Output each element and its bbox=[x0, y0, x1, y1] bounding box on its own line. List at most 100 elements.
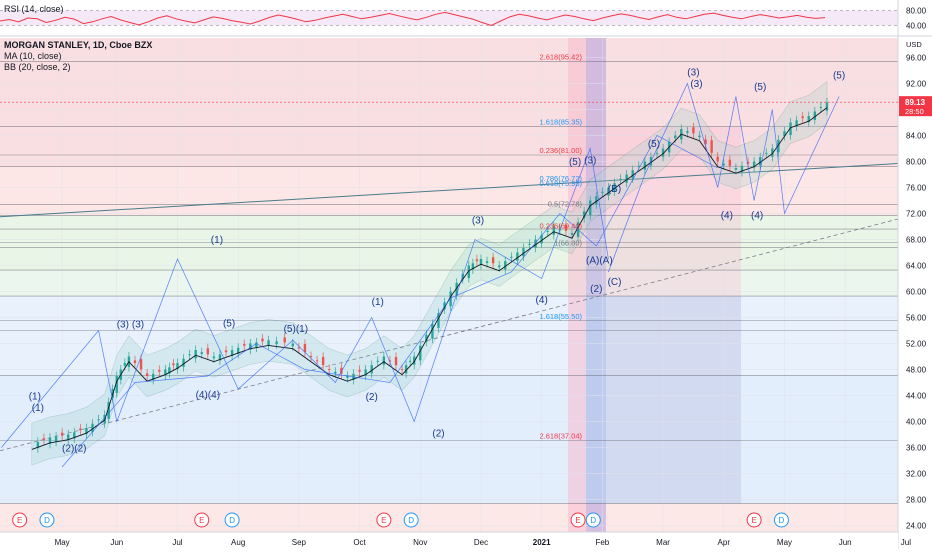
candle-body bbox=[321, 356, 325, 366]
rsi-axis-label: 40.00 bbox=[906, 22, 927, 31]
candle-body bbox=[734, 168, 738, 170]
price-axis-label: 56.00 bbox=[906, 314, 927, 323]
candle-body bbox=[408, 360, 412, 362]
price-axis-label: 68.00 bbox=[906, 236, 927, 245]
wave-label: (5) bbox=[569, 157, 581, 168]
event-marker-label: D bbox=[590, 516, 596, 525]
candle-body bbox=[595, 196, 598, 205]
time-axis-label: May bbox=[777, 538, 792, 547]
candle-body bbox=[655, 152, 659, 154]
rsi-legend-label: RSI (14, close) bbox=[4, 4, 64, 14]
candle-body bbox=[413, 356, 416, 365]
wave-label: (C) bbox=[608, 277, 622, 288]
candle-body bbox=[783, 131, 786, 136]
candle-body bbox=[194, 350, 197, 359]
time-axis-label: Mar bbox=[656, 538, 670, 547]
moving-average-line bbox=[31, 107, 828, 450]
fib-zone bbox=[586, 296, 741, 504]
time-axis-label: May bbox=[55, 538, 70, 547]
candle-body bbox=[261, 338, 264, 342]
price-axis-label: 24.00 bbox=[906, 522, 927, 531]
candle-body bbox=[267, 340, 270, 346]
candle-body bbox=[504, 261, 507, 270]
candle-body bbox=[425, 334, 428, 342]
time-axis-label: Apr bbox=[718, 538, 731, 547]
candle-body bbox=[249, 343, 252, 350]
candle-body bbox=[164, 369, 167, 376]
candle-body bbox=[42, 438, 46, 440]
candle-body bbox=[467, 265, 471, 279]
price-axis-label: 48.00 bbox=[906, 366, 927, 375]
candle-body bbox=[686, 131, 689, 133]
wave-label: (2) bbox=[590, 284, 602, 295]
candle-body bbox=[534, 239, 537, 248]
candle-body bbox=[698, 135, 701, 138]
wave-label: (2) bbox=[366, 392, 378, 403]
event-marker bbox=[746, 512, 762, 528]
time-axis-label: Aug bbox=[231, 538, 245, 547]
candle-body bbox=[79, 428, 82, 431]
zone-band bbox=[0, 166, 898, 216]
time-axis-label: Feb bbox=[595, 538, 609, 547]
candle-body bbox=[807, 116, 810, 123]
candle-body bbox=[297, 347, 301, 349]
candle-body bbox=[133, 360, 137, 363]
candle-body bbox=[619, 178, 622, 180]
trend-line bbox=[0, 161, 932, 218]
candle-body bbox=[722, 163, 725, 166]
candle-body bbox=[206, 348, 210, 355]
candle-body bbox=[692, 127, 695, 134]
candle-body bbox=[607, 187, 610, 196]
candle-body bbox=[364, 369, 367, 376]
price-axis-label: 84.00 bbox=[906, 132, 927, 141]
price-axis-label: 92.00 bbox=[906, 80, 927, 89]
candle-body bbox=[158, 369, 161, 372]
fib-label: 1.618(85.35) bbox=[539, 118, 582, 127]
wave-zigzag bbox=[292, 147, 609, 423]
candle-body bbox=[564, 224, 568, 231]
candle-body bbox=[182, 358, 185, 367]
candle-body bbox=[151, 373, 155, 380]
price-axis-bg bbox=[898, 38, 932, 532]
candle-body bbox=[200, 352, 203, 354]
fib-label: 2.618(37.04) bbox=[539, 432, 582, 441]
wave-label: (2)(2) bbox=[62, 443, 86, 454]
event-marker bbox=[39, 512, 55, 528]
event-marker-label: E bbox=[17, 516, 22, 525]
event-marker-label: E bbox=[575, 516, 580, 525]
candle-body bbox=[613, 183, 616, 192]
event-marker bbox=[403, 512, 419, 528]
candle-body bbox=[795, 120, 798, 127]
candle-body bbox=[497, 265, 501, 268]
candle-body bbox=[540, 235, 543, 244]
candle-body bbox=[449, 291, 452, 307]
main-legend: MORGAN STANLEY, 1D, Cboe BZX MA (10, clo… bbox=[4, 40, 152, 73]
candle-body bbox=[400, 369, 404, 371]
candle-body bbox=[819, 106, 823, 108]
price-axis-label: 44.00 bbox=[906, 392, 927, 401]
candle-body bbox=[358, 369, 361, 372]
candle-body bbox=[340, 367, 343, 374]
wave-label: (5) bbox=[754, 82, 766, 93]
candle-body bbox=[236, 347, 240, 354]
event-marker bbox=[224, 512, 240, 528]
candle-body bbox=[388, 360, 392, 362]
symbol-title: MORGAN STANLEY, 1D, Cboe BZX bbox=[4, 40, 153, 50]
candle-body bbox=[315, 360, 319, 362]
candle-body bbox=[218, 354, 222, 361]
fib-label: 2.618(95.42) bbox=[539, 52, 582, 61]
candle-body bbox=[275, 341, 278, 345]
candle-body bbox=[172, 363, 175, 366]
currency-label: USD bbox=[906, 40, 922, 49]
wave-label: (5) bbox=[833, 70, 845, 81]
candle-body bbox=[97, 419, 100, 421]
event-marker-label: E bbox=[199, 516, 204, 525]
candle-body bbox=[115, 376, 118, 393]
candle-body bbox=[625, 174, 628, 183]
wave-zigzag bbox=[608, 82, 840, 273]
candle-body bbox=[145, 373, 149, 376]
candle-body bbox=[552, 226, 556, 235]
candle-body bbox=[419, 345, 422, 361]
